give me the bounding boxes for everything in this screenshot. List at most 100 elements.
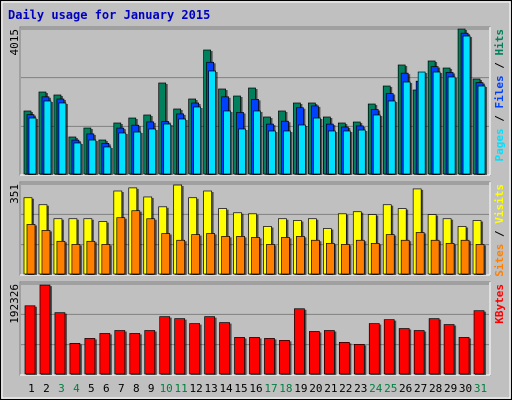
bar [338,342,350,375]
legend-label: Pages [493,128,506,161]
bar [118,132,127,175]
legend: Sites / Visits [493,184,506,277]
bar [415,232,425,275]
bar [28,117,37,175]
bar [26,224,36,275]
legend-separator: / [493,109,506,129]
bar [328,130,336,175]
x-tick-label: 18 [279,382,292,395]
bar [475,244,485,275]
bar [101,244,111,275]
x-tick-label: 24 [369,382,383,395]
legend-label: Sites [493,244,506,277]
bar [129,333,141,375]
bar [191,234,200,275]
y-tick-label: 192326 [8,284,21,324]
legend: Pages / Files / Hits [493,29,506,162]
x-tick-label: 1 [28,382,35,395]
bar [443,324,455,375]
bar [144,330,156,375]
bar [114,330,126,375]
x-tick-label: 8 [133,382,140,395]
bar [56,240,66,275]
bar [387,100,396,175]
x-tick-label: 5 [88,382,95,395]
x-tick-label: 7 [118,382,125,395]
x-tick-label: 17 [264,382,277,395]
y-tick-label: 4015 [8,29,21,56]
bar [473,310,485,375]
bar [251,237,260,275]
bar [296,236,305,275]
chart-title: Daily usage for January 2015 [8,8,210,22]
bar [146,218,156,275]
bar [204,316,215,375]
bar [324,330,335,375]
x-tick-label: 25 [384,382,397,395]
x-tick-label: 19 [294,382,307,395]
bar [159,316,171,375]
bar [311,239,320,275]
bar [88,139,97,175]
bar [353,343,365,375]
bar [309,331,320,375]
legend-label: Visits [493,184,506,224]
x-tick-label: 10 [160,382,173,395]
bar [432,71,441,175]
bar [176,239,186,275]
bar [266,244,275,275]
bar [58,102,67,175]
x-tick-label: 3 [58,382,65,395]
x-tick-label: 26 [399,382,412,395]
bar [193,106,201,175]
x-tick-label: 9 [148,382,155,395]
bar [161,233,171,275]
bar [133,131,142,175]
bar [86,240,96,275]
bar [236,236,245,275]
bar [264,338,275,375]
bar [355,239,365,275]
x-tick-label: 21 [324,382,337,395]
bar [340,244,350,275]
x-tick-label: 16 [249,382,262,395]
bar [462,35,471,175]
bar [206,233,215,275]
bar [148,128,157,175]
bar [249,337,260,375]
bar [342,130,351,175]
bar [326,243,335,275]
x-tick-label: 14 [219,382,233,395]
bar [116,217,126,275]
bar [163,123,172,175]
bar [368,323,380,375]
legend: KBytes [493,284,506,324]
bar [279,340,290,375]
bar [253,110,261,175]
legend-separator: / [493,224,506,244]
legend-separator: / [493,56,506,76]
y-tick-label: 351 [8,184,21,204]
bar [131,210,141,275]
bar [477,85,486,175]
bar [234,337,245,375]
bar [372,114,381,175]
bar [402,81,411,175]
legend-label: Files [493,75,506,108]
x-tick-label: 30 [459,382,472,395]
bar [24,305,36,375]
x-tick-label: 28 [429,382,442,395]
bar [357,129,366,175]
x-tick-label: 11 [175,382,188,395]
bar [189,323,200,375]
bar [398,328,410,375]
bar [370,243,380,275]
bar [445,243,455,275]
bar [413,330,425,375]
bar [223,110,231,175]
x-tick-label: 22 [339,382,352,395]
bar [219,322,230,375]
bar [298,124,306,175]
x-tick-label: 29 [444,382,457,395]
